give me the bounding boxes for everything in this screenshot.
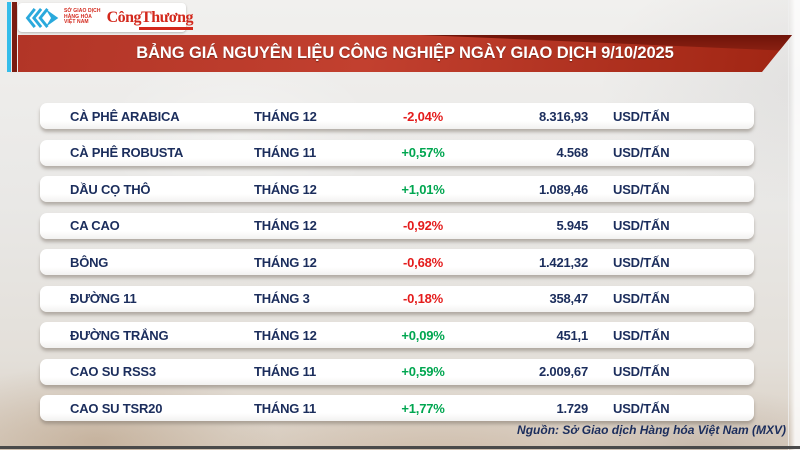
change-percent: -0,92% <box>403 218 443 233</box>
price-value: 2.009,67 <box>538 364 588 379</box>
price-table: CÀ PHÊ ARABICA THÁNG 12 -2,04% 8.316,93 … <box>40 103 754 421</box>
right-edge-fade <box>788 0 800 450</box>
mxv-logo-text: SỞ GIAO DỊCH HÀNG HÓA VIỆT NAM <box>64 8 101 26</box>
table-row: CAO SU RSS3 THÁNG 11 +0,59% 2.009,67 USD… <box>40 358 754 385</box>
commodity-name: CAO SU RSS3 <box>70 364 156 379</box>
bottom-border <box>0 446 800 449</box>
commodity-name: ĐƯỜNG 11 <box>70 291 137 306</box>
title-banner: BẢNG GIÁ NGUYÊN LIỆU CÔNG NGHIỆP NGÀY GI… <box>18 35 792 72</box>
change-percent: +0,59% <box>401 364 445 379</box>
change-percent: +0,09% <box>401 327 445 343</box>
table-row: CÀ PHÊ ARABICA THÁNG 12 -2,04% 8.316,93 … <box>40 103 754 129</box>
mxv-logo-line1: SỞ GIAO DỊCH <box>64 8 101 15</box>
contract-month: THÁNG 11 <box>254 400 316 416</box>
table-row: ĐƯỜNG 11 THÁNG 3 -0,18% 358,47 USD/TẤN <box>40 285 754 312</box>
contract-month: THÁNG 3 <box>254 291 310 306</box>
mxv-logo-line3: VIỆT NAM <box>64 19 89 26</box>
price-unit: USD/TẤN <box>613 218 670 233</box>
table-row: CA CAO THÁNG 12 -0,92% 5.945 USD/TẤN <box>40 212 754 239</box>
commodity-name: CAO SU TSR20 <box>70 400 163 416</box>
contract-month: THÁNG 11 <box>254 364 316 379</box>
change-percent: +1,77% <box>401 400 445 416</box>
mxv-logo-line2: HÀNG HÓA <box>64 13 93 20</box>
page-title: BẢNG GIÁ NGUYÊN LIỆU CÔNG NGHIỆP NGÀY GI… <box>136 44 674 62</box>
price-unit: USD/TẤN <box>613 400 670 416</box>
commodity-name: BÔNG <box>70 254 109 270</box>
contract-month: THÁNG 12 <box>254 181 317 197</box>
price-unit: USD/TẤN <box>613 108 670 124</box>
commodity-name: DẦU CỌ THÔ <box>70 181 151 197</box>
commodity-name: CÀ PHÊ ROBUSTA <box>70 145 184 160</box>
change-percent: +0,57% <box>401 145 445 160</box>
price-value: 451,1 <box>556 327 588 343</box>
contract-month: THÁNG 11 <box>254 145 316 160</box>
commodity-name: CA CAO <box>70 218 120 233</box>
table-row: CÀ PHÊ ROBUSTA THÁNG 11 +0,57% 4.568 USD… <box>40 139 754 166</box>
price-value: 5.945 <box>556 218 588 233</box>
accent-stripe-cyan <box>7 2 11 72</box>
change-percent: -2,04% <box>403 108 443 124</box>
change-percent: -0,68% <box>403 254 443 270</box>
commodity-name: ĐƯỜNG TRẮNG <box>70 327 169 343</box>
price-unit: USD/TẤN <box>613 181 670 197</box>
mxv-logo-icon <box>23 6 61 30</box>
price-value: 4.568 <box>556 145 588 160</box>
contract-month: THÁNG 12 <box>254 108 317 124</box>
contract-month: THÁNG 12 <box>254 327 317 343</box>
commodity-name: CÀ PHÊ ARABICA <box>70 108 180 124</box>
change-percent: -0,18% <box>403 291 443 306</box>
congthuong-newspaper-logo: CôngThương <box>106 8 193 30</box>
price-value: 1.089,46 <box>538 181 588 197</box>
contract-month: THÁNG 12 <box>254 254 317 270</box>
price-value: 1.729 <box>556 400 588 416</box>
contract-month: THÁNG 12 <box>254 218 317 233</box>
price-value: 1.421,32 <box>538 254 588 270</box>
price-value: 8.316,93 <box>538 108 588 124</box>
price-unit: USD/TẤN <box>613 254 670 270</box>
price-value: 358,47 <box>549 291 588 306</box>
logo-bar: SỞ GIAO DỊCH HÀNG HÓA VIỆT NAM CôngThươn… <box>18 3 193 32</box>
accent-stripe-maroon <box>12 2 17 72</box>
price-unit: USD/TẤN <box>613 364 670 379</box>
table-row: BÔNG THÁNG 12 -0,68% 1.421,32 USD/TẤN <box>40 249 754 275</box>
price-unit: USD/TẤN <box>613 327 670 343</box>
table-row: CAO SU TSR20 THÁNG 11 +1,77% 1.729 USD/T… <box>40 395 754 421</box>
price-unit: USD/TẤN <box>613 291 670 306</box>
table-row: DẦU CỌ THÔ THÁNG 12 +1,01% 1.089,46 USD/… <box>40 176 754 202</box>
table-row: ĐƯỜNG TRẮNG THÁNG 12 +0,09% 451,1 USD/TẤ… <box>40 322 754 348</box>
change-percent: +1,01% <box>401 181 445 197</box>
price-unit: USD/TẤN <box>613 145 670 160</box>
source-note: Nguồn: Sở Giao dịch Hàng hóa Việt Nam (M… <box>517 423 786 437</box>
